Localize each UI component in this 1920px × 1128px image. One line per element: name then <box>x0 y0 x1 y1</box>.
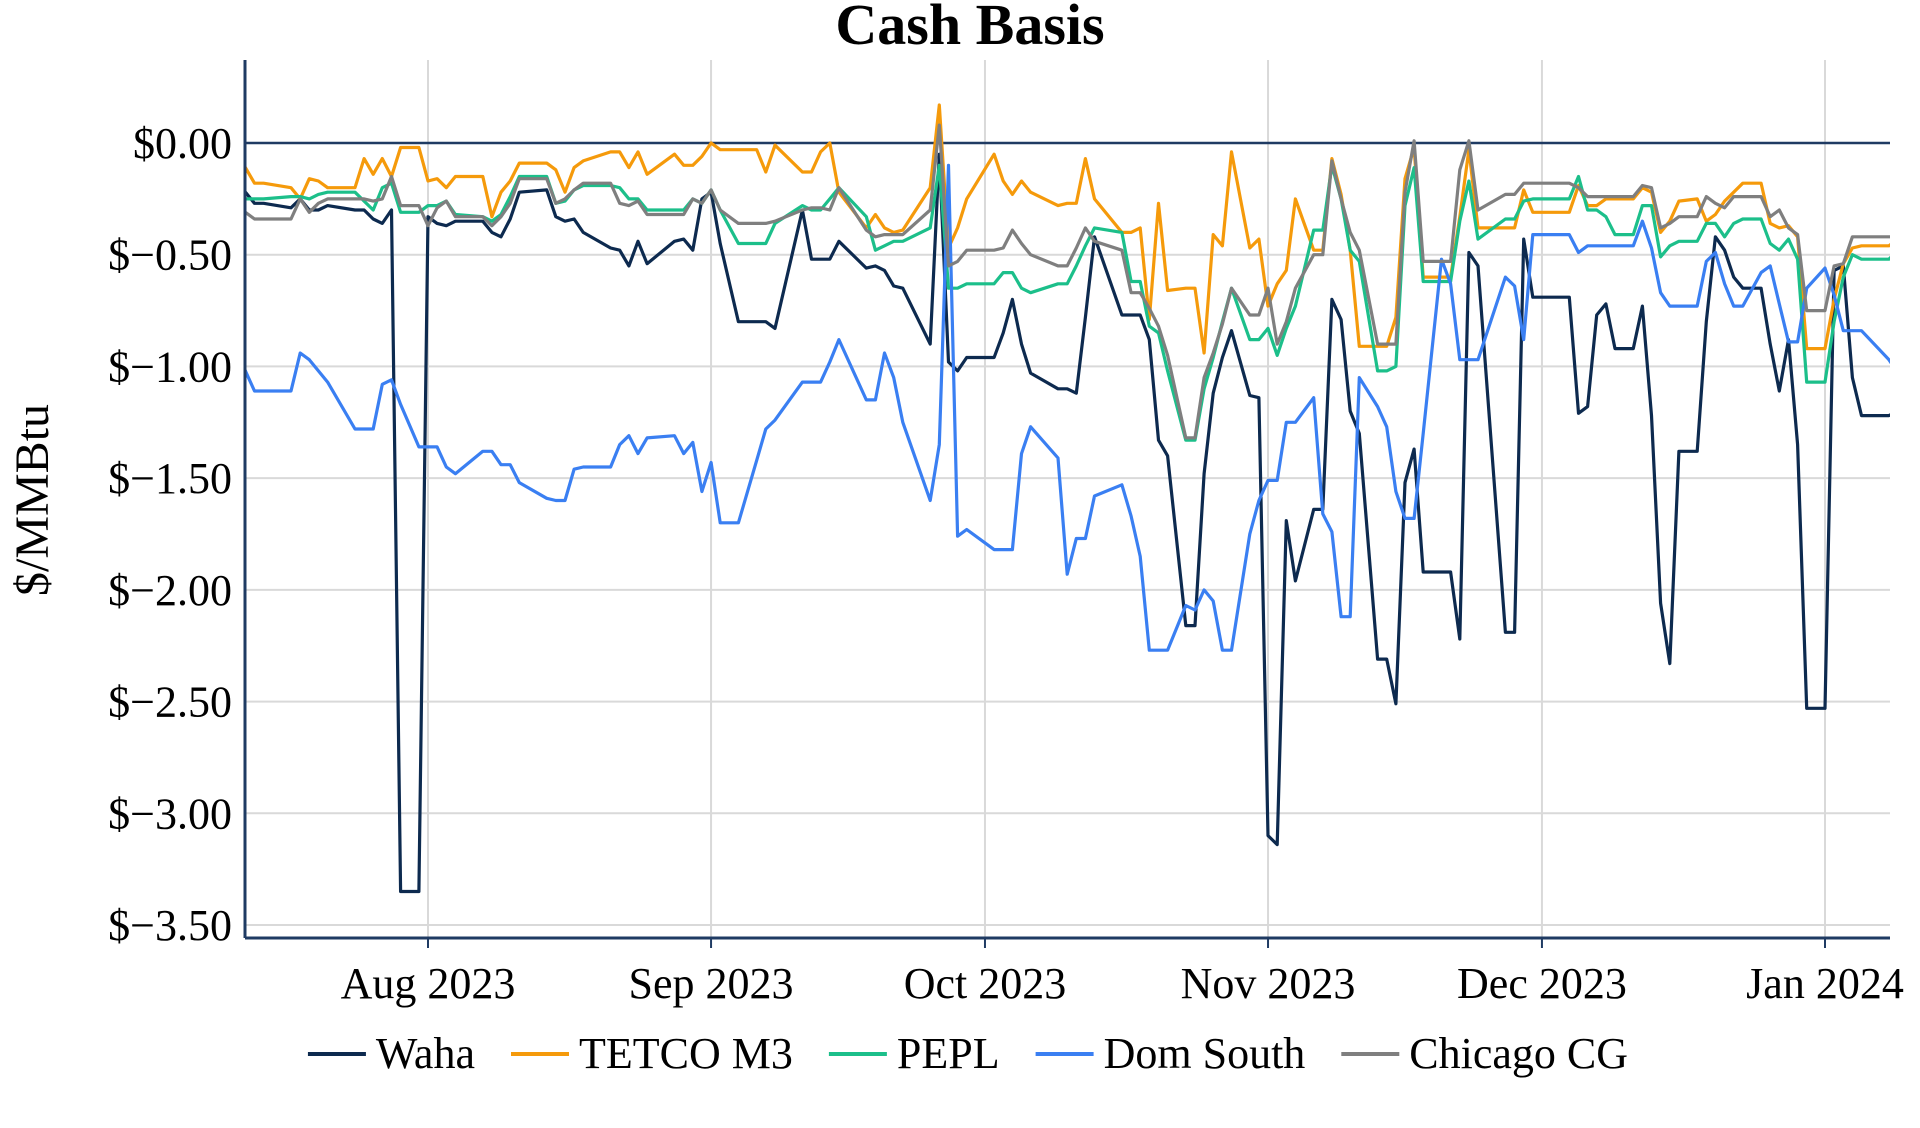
y-tick-label: $−1.00 <box>108 342 232 391</box>
legend-label: Chicago CG <box>1409 1029 1628 1078</box>
grid-lines <box>245 60 1890 938</box>
series-line-chicago-cg <box>245 123 1890 440</box>
x-tick-labels: Aug 2023 Sep 2023 Oct 2023 Nov 2023 Dec 2023… <box>341 959 1904 1008</box>
series-line-dom-south <box>245 163 1890 652</box>
series-lines <box>245 103 1890 894</box>
x-tick-label: Jan 2024 <box>1746 959 1904 1008</box>
legend-label: Dom South <box>1104 1029 1306 1078</box>
legend-item-dom-south[interactable]: Dom South <box>1035 1029 1306 1078</box>
x-tick-label: Dec 2023 <box>1457 959 1627 1008</box>
series-line-waha <box>245 152 1890 894</box>
x-tick-label: Sep 2023 <box>629 959 794 1008</box>
x-tick-label: Oct 2023 <box>904 959 1067 1008</box>
legend-item-pepl[interactable]: PEPL <box>828 1029 1000 1078</box>
series-line-pepl <box>245 163 1890 442</box>
legend-label: Waha <box>376 1029 475 1078</box>
y-tick-label: $−3.50 <box>108 901 232 950</box>
legend-label: PEPL <box>897 1029 1000 1078</box>
y-tick-label: $−0.50 <box>108 231 232 280</box>
series-line-tetco-m3 <box>245 103 1890 355</box>
chart-title: Cash Basis <box>835 0 1104 57</box>
x-tick-label: Aug 2023 <box>341 959 516 1008</box>
y-tick-label: $−1.50 <box>108 454 232 503</box>
legend-item-chicago-cg[interactable]: Chicago CG <box>1341 1029 1628 1078</box>
legend-item-tetco-m3[interactable]: TETCO M3 <box>511 1029 793 1078</box>
legend-item-waha[interactable]: Waha <box>307 1029 475 1078</box>
y-tick-label: $−2.00 <box>108 566 232 615</box>
y-tick-labels: $0.00 $−0.50 $−1.00 $−1.50 $−2.00 $−2.50 $−3.0… <box>108 119 232 950</box>
legend-label: TETCO M3 <box>579 1029 793 1078</box>
y-tick-label: $−2.50 <box>108 678 232 727</box>
axes <box>243 60 1890 948</box>
y-axis-label: $/MMBtu <box>6 404 59 596</box>
y-tick-label: $0.00 <box>133 119 232 168</box>
x-tick-label: Nov 2023 <box>1181 959 1356 1008</box>
y-tick-label: $−3.00 <box>108 789 232 838</box>
legend: Waha TETCO M3 PEPL Dom South Chicago CG <box>307 1029 1628 1078</box>
